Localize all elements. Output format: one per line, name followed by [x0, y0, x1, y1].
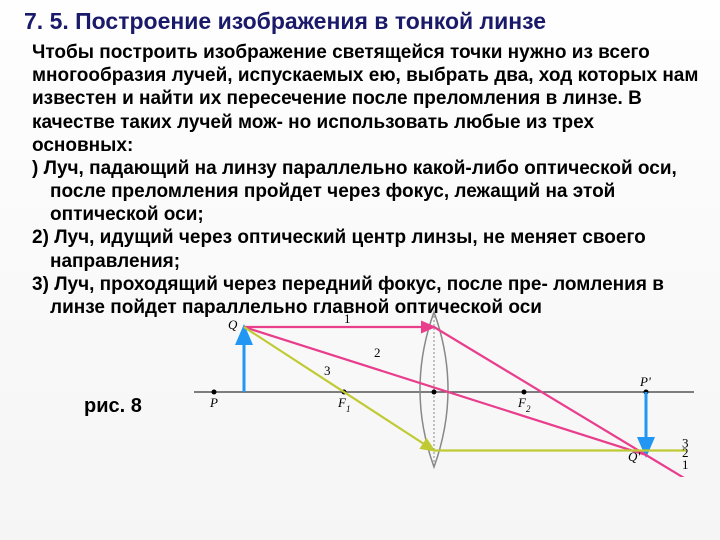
svg-text:1: 1 — [682, 457, 689, 472]
svg-text:F1: F1 — [337, 395, 350, 414]
list-marker-2: 2) — [32, 227, 49, 248]
svg-text:P': P' — [639, 374, 651, 389]
list-text-1: Луч, падающий на линзу параллельно какой… — [44, 158, 677, 225]
svg-text:2: 2 — [374, 345, 381, 360]
list-item-1: ) Луч, падающий на линзу параллельно как… — [32, 157, 700, 227]
section-title: 7. 5. Построение изображения в тонкой ли… — [14, 8, 706, 35]
svg-text:3: 3 — [324, 363, 331, 378]
svg-text:1: 1 — [344, 311, 351, 326]
list-item-2: 2) Луч, идущий через оптический центр ли… — [32, 226, 700, 272]
lens-diagram: QPF1F2P'Q'123321 — [194, 307, 694, 477]
list-marker-3: 3) — [32, 274, 49, 295]
svg-text:F2: F2 — [517, 395, 531, 414]
svg-text:P: P — [209, 395, 218, 410]
intro-paragraph: Чтобы построить изображение светящейся т… — [32, 41, 700, 157]
body-text: Чтобы построить изображение светящейся т… — [14, 41, 706, 319]
list-text-2: Луч, идущий через оптический центр линзы… — [50, 227, 646, 271]
svg-text:Q: Q — [228, 317, 238, 332]
list-marker-1: ) — [32, 158, 38, 179]
svg-text:Q': Q' — [628, 449, 640, 464]
figure-caption: рис. 8 — [84, 395, 142, 418]
